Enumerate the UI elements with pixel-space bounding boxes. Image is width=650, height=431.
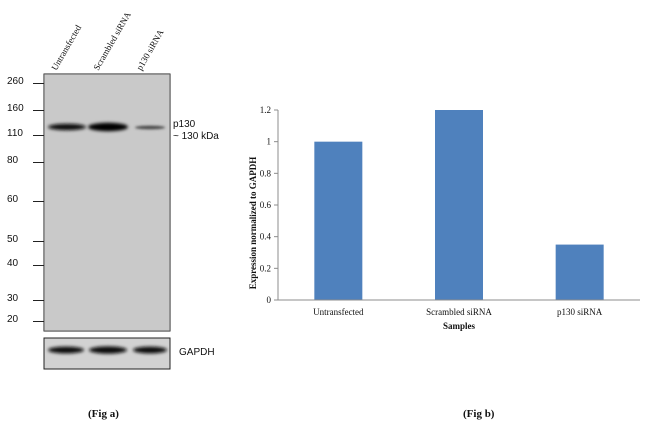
x-category-label: Untransfected: [313, 307, 364, 317]
y-tick-label: 1.2: [260, 105, 271, 115]
p130-band-scrambled: [88, 122, 128, 132]
band-size-label: ~ 130 kDa: [173, 131, 219, 142]
y-tick-label: 1: [267, 137, 272, 147]
y-tick-label: 0.2: [260, 263, 271, 273]
x-axis-title: Samples: [443, 321, 476, 331]
caption-fig-a: (Fig a): [88, 408, 119, 420]
y-tick-label: 0.6: [260, 200, 272, 210]
p130-band-p130-sirna: [135, 125, 165, 130]
x-category-label: p130 siRNA: [557, 307, 603, 317]
bar-p130-sirna: [555, 244, 604, 300]
blot-membrane-main: [43, 73, 171, 332]
y-tick-label: 0.8: [260, 168, 272, 178]
gapdh-band-untransfected: [48, 346, 84, 354]
gapdh-band-p130-sirna: [133, 346, 167, 354]
bar-scrambled-sirna: [435, 110, 483, 300]
band-label-p130: p130: [173, 119, 196, 130]
p130-band-untransfected: [48, 123, 86, 131]
gapdh-band-scrambled: [89, 346, 127, 354]
loading-control-label: GAPDH: [179, 347, 215, 358]
bar-untransfected: [314, 141, 363, 300]
y-axis-title: Expression normalized to GAPDH: [248, 157, 258, 290]
x-category-label: Scrambled siRNA: [426, 307, 492, 317]
y-tick-label: 0: [267, 295, 272, 305]
y-tick-label: 0.4: [260, 232, 272, 242]
caption-fig-b: (Fig b): [463, 408, 495, 420]
